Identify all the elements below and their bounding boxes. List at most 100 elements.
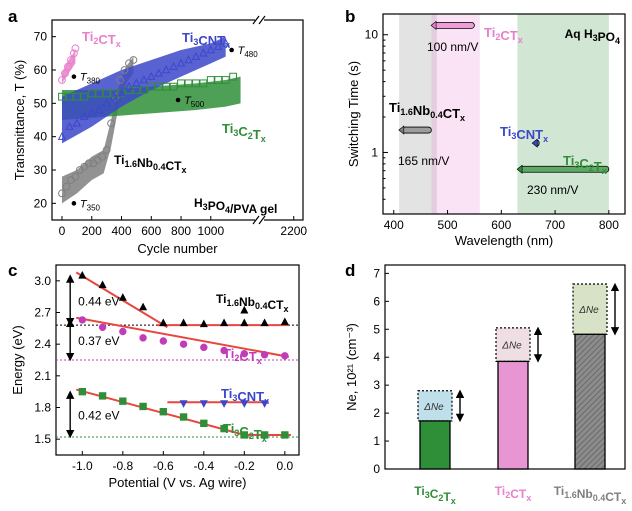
x-tick-label: 1000 xyxy=(197,224,224,238)
data-point xyxy=(159,318,168,327)
delta-ne-box xyxy=(572,283,608,335)
y-tick-label: 20 xyxy=(34,196,48,210)
point-label: T480 xyxy=(238,45,259,59)
data-point xyxy=(58,92,66,101)
panel-a: 0 200 400 600 800 1000 2200 20 30 40 50 60 70 Cycle n… xyxy=(12,15,307,256)
x-tick-label: 400 xyxy=(112,224,132,238)
capsule-cap xyxy=(398,125,405,135)
data-point xyxy=(132,86,141,94)
bar xyxy=(419,420,451,470)
data-point xyxy=(192,79,200,88)
y-tick-label: 2.4 xyxy=(34,337,51,351)
axis-break-mark xyxy=(252,215,260,225)
wavelength-band-0 xyxy=(399,14,437,214)
data-point xyxy=(154,82,163,91)
data-point xyxy=(139,334,147,342)
panel-letter-b: b xyxy=(345,7,355,26)
data-point xyxy=(132,78,141,87)
data-point xyxy=(176,58,186,67)
data-point xyxy=(147,71,156,80)
panel-b: 400 500 600 700 800 1 10 Wavelength (nm) Switchi… xyxy=(346,13,626,248)
y-axis-label: Switching Time (s) xyxy=(346,61,361,167)
data-point xyxy=(139,302,148,311)
data-point xyxy=(72,92,81,101)
data-point xyxy=(58,76,66,84)
series-label-ti3c2tx: Ti3C2Tx xyxy=(222,121,266,144)
point-label: T380 xyxy=(80,72,101,86)
data-point xyxy=(125,86,133,94)
y-tick-label: 70 xyxy=(34,30,48,44)
rate-label: 230 nm/V xyxy=(527,183,578,197)
data-point xyxy=(177,79,185,88)
data-point xyxy=(98,152,107,161)
data-point xyxy=(240,349,249,358)
data-point xyxy=(240,305,249,314)
data-point xyxy=(220,318,229,327)
data-point xyxy=(159,408,168,416)
data-point xyxy=(154,68,163,77)
wavelength-band-1 xyxy=(431,14,480,214)
x-tick-label: 600 xyxy=(141,224,161,238)
series-label-ti2ctx: Ti2CTx xyxy=(484,25,523,45)
data-point xyxy=(110,89,118,98)
series-label-ti16nb04ctx: Ti1.6Nb0.4CTx xyxy=(389,100,465,123)
y-tick-label: 60 xyxy=(34,63,48,77)
label-dot xyxy=(229,47,234,53)
y-tick-label: 4 xyxy=(373,350,380,364)
data-point xyxy=(120,66,129,74)
data-point xyxy=(129,56,138,64)
data-point xyxy=(139,75,149,84)
plot-frame xyxy=(51,19,304,221)
x-tick-label: 0 xyxy=(59,224,66,238)
data-point xyxy=(102,89,111,98)
data-point xyxy=(159,337,168,345)
x-tick-label: 400 xyxy=(384,218,404,232)
data-point xyxy=(260,351,269,359)
data-point xyxy=(229,72,238,81)
rate-label: 165 nm/V xyxy=(398,154,449,168)
energy-shift-label: 0.44 eV xyxy=(78,294,119,308)
data-point xyxy=(65,121,74,130)
electrolyte-annotation: H3PO4/PVA gel xyxy=(194,196,277,216)
x-tick-label: -0.2 xyxy=(234,459,255,473)
data-point xyxy=(179,400,188,408)
x-axis-label: Cycle number xyxy=(137,241,218,256)
series-label-ti16nb04ctx: Ti1.6Nb0.4CTx xyxy=(114,153,187,175)
data-point xyxy=(109,91,119,100)
data-point xyxy=(116,76,124,84)
data-point xyxy=(139,86,148,94)
x-tick-label: 200 xyxy=(82,224,102,238)
switching-capsule xyxy=(433,22,475,29)
data-point xyxy=(200,343,208,352)
x-tick-label: 800 xyxy=(599,218,619,232)
data-point xyxy=(107,119,116,128)
data-point xyxy=(65,92,74,101)
data-point xyxy=(118,293,127,301)
plot-frame xyxy=(382,13,626,215)
capsule-cap xyxy=(531,138,538,148)
data-point xyxy=(214,41,223,50)
data-point xyxy=(260,400,269,408)
panel-d: 0 1 2 3 4 5 6 7 Ne, 10²¹ (cm⁻³) ΔNe Ti3C2Tx ΔNe Ti2C… xyxy=(344,264,626,506)
data-point xyxy=(281,352,289,360)
data-point xyxy=(124,81,134,90)
rate-label: 100 nm/V xyxy=(427,40,478,54)
data-point xyxy=(220,346,228,355)
data-point xyxy=(98,280,107,289)
y-tick-label: 30 xyxy=(34,163,48,177)
data-point xyxy=(71,44,80,53)
series-label-ti3c2tx: Ti3C2Tx xyxy=(563,153,607,176)
delta-ne-label: ΔNe xyxy=(578,305,599,316)
y-tick-label: 5 xyxy=(373,322,380,336)
data-point xyxy=(147,82,156,91)
data-point xyxy=(102,146,111,154)
data-point xyxy=(191,51,201,60)
x-tick-label: 500 xyxy=(438,218,458,232)
data-point xyxy=(94,105,104,114)
x-tick-label: 0.0 xyxy=(276,459,293,473)
x-tick-label: 800 xyxy=(171,224,191,238)
x-tick-label: -1.0 xyxy=(72,459,93,473)
series-label-ti2ctx: Ti2CTx xyxy=(82,29,121,49)
data-point xyxy=(57,131,67,140)
